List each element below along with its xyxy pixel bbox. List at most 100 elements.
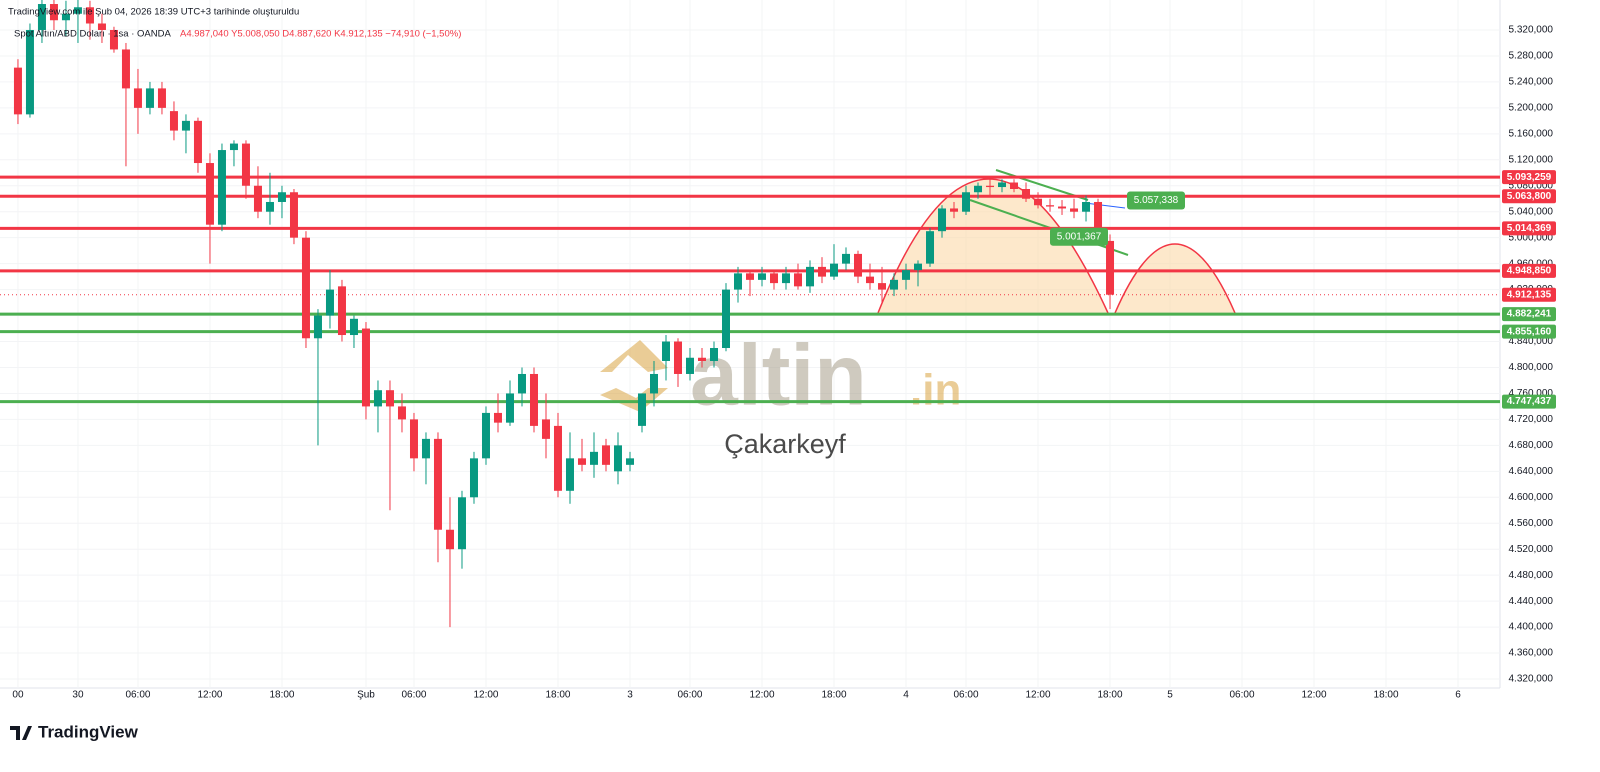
candle-body bbox=[61, 13, 70, 21]
y-tick-label: 5.080,000 bbox=[1509, 180, 1554, 191]
candle-body bbox=[770, 273, 779, 284]
candle-body bbox=[181, 120, 190, 131]
candle-body bbox=[565, 458, 574, 491]
candle-body bbox=[505, 393, 514, 423]
y-tick-label: 4.480,000 bbox=[1509, 570, 1554, 581]
watermark-logo bbox=[600, 388, 668, 412]
candle-body bbox=[914, 263, 923, 271]
candle-body bbox=[733, 273, 742, 290]
candle-body bbox=[85, 7, 94, 24]
candle-body bbox=[265, 201, 274, 212]
candle-body bbox=[133, 88, 142, 108]
cup-arc bbox=[1114, 243, 1236, 314]
x-tick-label: 18:00 bbox=[821, 690, 846, 701]
candle-body bbox=[1070, 208, 1079, 212]
candle-body bbox=[745, 273, 754, 280]
candle-body bbox=[553, 425, 562, 491]
candle-body bbox=[818, 266, 827, 277]
brand-logo bbox=[10, 726, 32, 740]
price-tag bbox=[1502, 263, 1556, 278]
brand-name: TradingView bbox=[38, 722, 139, 741]
y-tick-label: 5.160,000 bbox=[1509, 128, 1554, 139]
watermark-logo bbox=[600, 340, 668, 372]
candle-body bbox=[361, 328, 370, 407]
candle-body bbox=[866, 276, 875, 284]
candle-body bbox=[1010, 182, 1019, 189]
candle-body bbox=[433, 438, 442, 530]
x-tick-label: 18:00 bbox=[545, 690, 570, 701]
candle-body bbox=[193, 120, 202, 164]
candle-body bbox=[1082, 201, 1091, 212]
author: Çakarkeyf bbox=[724, 429, 846, 459]
price-tag-label: 4.948,850 bbox=[1507, 266, 1552, 277]
candle-body bbox=[73, 7, 82, 14]
price-tag-label: 4.747,437 bbox=[1507, 396, 1552, 407]
candle-body bbox=[1022, 188, 1031, 199]
candle-body bbox=[613, 445, 622, 472]
candle-body bbox=[758, 273, 767, 280]
candle-body bbox=[157, 88, 166, 108]
x-tick-label: 12:00 bbox=[473, 690, 498, 701]
candle-body bbox=[673, 341, 682, 374]
x-tick-label: 30 bbox=[72, 690, 84, 701]
candle-body bbox=[289, 192, 298, 238]
candle-body bbox=[709, 348, 718, 361]
candle-body bbox=[782, 273, 791, 284]
x-tick-label: 06:00 bbox=[1230, 690, 1255, 701]
price-tag bbox=[1502, 287, 1556, 302]
y-tick-label: 5.120,000 bbox=[1509, 154, 1554, 165]
annotation-label: 5.057,338 bbox=[1134, 195, 1179, 206]
price-tag-label: 5.014,369 bbox=[1507, 223, 1552, 234]
candle-body bbox=[409, 419, 418, 459]
x-tick-label: 12:00 bbox=[1302, 690, 1327, 701]
candle-body bbox=[806, 266, 815, 287]
candle-body bbox=[421, 438, 430, 459]
candle-body bbox=[986, 185, 995, 188]
trend-line bbox=[1084, 202, 1126, 209]
cup-arc bbox=[877, 178, 1109, 314]
y-tick-label: 4.720,000 bbox=[1509, 414, 1554, 425]
y-tick-label: 5.240,000 bbox=[1509, 77, 1554, 88]
x-tick-label: 18:00 bbox=[1098, 690, 1123, 701]
y-tick-label: 5.280,000 bbox=[1509, 51, 1554, 62]
candle-body bbox=[1106, 240, 1115, 295]
y-tick-label: 4.680,000 bbox=[1509, 440, 1554, 451]
y-tick-label: 4.640,000 bbox=[1509, 466, 1554, 477]
watermark-suffix: .in bbox=[910, 366, 961, 415]
price-tag-label: 4.912,135 bbox=[1507, 289, 1552, 300]
candle-body bbox=[649, 373, 658, 394]
candle-body bbox=[493, 412, 502, 423]
price-tag-label: 4.882,241 bbox=[1507, 309, 1552, 320]
candle-body bbox=[830, 263, 839, 277]
price-tag-label: 5.063,800 bbox=[1507, 191, 1552, 202]
x-tick-label: 06:00 bbox=[125, 690, 150, 701]
price-tag-label: 4.855,160 bbox=[1507, 326, 1552, 337]
candle-body bbox=[637, 393, 646, 426]
candle-body bbox=[950, 208, 959, 212]
candle-body bbox=[169, 111, 178, 131]
grid bbox=[0, 0, 1500, 688]
y-tick-label: 4.360,000 bbox=[1509, 648, 1554, 659]
x-tick-label: 4 bbox=[903, 690, 909, 701]
ohlc: A4.987,040 Y5.008,050 D4.887,620 K4.912,… bbox=[180, 29, 461, 40]
y-tick-label: 5.040,000 bbox=[1509, 206, 1554, 217]
y-tick-label: 4.600,000 bbox=[1509, 492, 1554, 503]
candle-body bbox=[589, 451, 598, 465]
y-tick-label: 4.800,000 bbox=[1509, 362, 1554, 373]
candle-body bbox=[37, 4, 46, 30]
candle-body bbox=[253, 185, 262, 212]
candle-body bbox=[385, 390, 394, 407]
candle-body bbox=[661, 341, 670, 361]
watermark: altin .in bbox=[600, 328, 961, 424]
labels: 5.320,000 5.280,000 5.240,000 5.200,000 5.16… bbox=[12, 25, 1556, 701]
x-tick-label: Şub bbox=[357, 690, 375, 701]
candle-body bbox=[541, 419, 550, 439]
candle-body bbox=[1034, 198, 1043, 206]
candles bbox=[13, 0, 1115, 628]
candle-body bbox=[517, 373, 526, 394]
candle-body bbox=[962, 192, 971, 212]
candle-body bbox=[625, 458, 634, 465]
x-tick-label: 3 bbox=[627, 690, 633, 701]
